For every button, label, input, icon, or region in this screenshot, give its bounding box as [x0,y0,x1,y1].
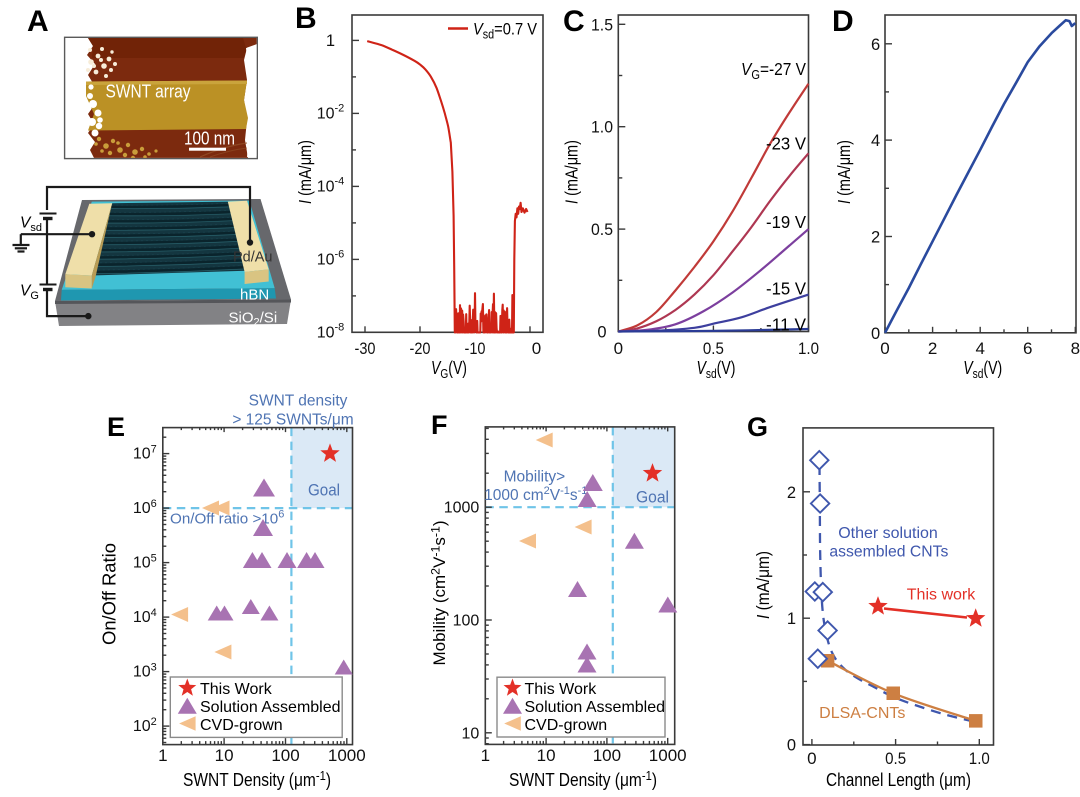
svg-text:CVD-grown: CVD-grown [200,717,283,734]
svg-text:CVD-grown: CVD-grown [525,717,608,734]
svg-text:This work: This work [907,587,976,604]
svg-text:8: 8 [1071,339,1080,358]
svg-text:0.5: 0.5 [885,749,906,768]
svg-text:10: 10 [462,725,480,742]
svg-text:1: 1 [158,746,167,765]
svg-text:1.0: 1.0 [969,749,990,768]
svg-text:B: B [295,2,317,35]
svg-text:0: 0 [871,325,880,343]
svg-text:0: 0 [597,324,606,342]
svg-text:0.5: 0.5 [591,221,613,239]
svg-text:-11 V: -11 V [766,315,806,335]
svg-text:SWNT array: SWNT array [106,82,191,102]
svg-text:DLSA-CNTs: DLSA-CNTs [819,705,905,722]
svg-text:1.0: 1.0 [591,119,613,137]
svg-text:0: 0 [614,339,623,358]
svg-text:1000: 1000 [444,500,480,517]
svg-text:0: 0 [880,339,889,358]
svg-text:100: 100 [271,746,299,765]
svg-text:1000 cm2V-1s-1: 1000 cm2V-1s-1 [484,485,587,504]
svg-text:100: 100 [593,746,621,765]
svg-text:10-2: 10-2 [317,102,345,122]
svg-text:assembled CNTs: assembled CNTs [829,544,948,561]
svg-text:10: 10 [215,746,234,765]
svg-text:-19 V: -19 V [766,212,806,232]
svg-text:This Work: This Work [525,681,598,698]
svg-text:6: 6 [871,36,880,54]
svg-text:1: 1 [326,32,335,50]
svg-text:1000: 1000 [328,746,366,765]
svg-text:SWNT Density (μm-1): SWNT Density (μm-1) [509,768,657,790]
svg-text:E: E [107,412,125,442]
svg-text:0: 0 [787,737,796,755]
svg-text:1.5: 1.5 [591,16,613,34]
svg-text:G: G [747,412,768,442]
svg-text:100 nm: 100 nm [184,129,235,149]
svg-text:Solution Assembled: Solution Assembled [200,699,341,716]
svg-text:SiO2/Si: SiO2/Si [229,310,278,329]
svg-text:0.5: 0.5 [703,339,724,358]
svg-text:hBN: hBN [240,287,269,304]
svg-text:SWNT density: SWNT density [249,393,348,410]
svg-text:6: 6 [1023,339,1032,358]
svg-text:I (mA/μm): I (mA/μm) [562,140,582,204]
svg-text:10-4: 10-4 [317,175,345,195]
svg-text:> 125 SWNTs/μm: > 125 SWNTs/μm [232,411,353,428]
svg-text:1: 1 [481,746,490,765]
svg-text:Goal: Goal [636,489,669,507]
svg-text:-15 V: -15 V [766,279,806,299]
svg-text:10: 10 [537,746,556,765]
svg-text:Mobility>: Mobility> [504,469,566,486]
svg-text:I (mA/μm): I (mA/μm) [295,140,315,204]
svg-text:2: 2 [871,229,880,247]
svg-text:D: D [832,5,854,38]
svg-text:1000: 1000 [649,746,687,765]
svg-text:Vsd(V): Vsd(V) [697,358,736,381]
svg-text:On/Off Ratio: On/Off Ratio [100,543,120,645]
svg-text:C: C [563,5,585,38]
svg-text:Other solution: Other solution [838,525,938,542]
svg-text:2: 2 [787,484,796,502]
svg-text:10-8: 10-8 [317,321,345,341]
svg-text:Channel Length (μm): Channel Length (μm) [826,770,971,790]
svg-text:100: 100 [453,613,480,630]
svg-text:1.0: 1.0 [798,339,819,358]
svg-text:I (mA/μm): I (mA/μm) [753,551,773,619]
svg-text:Mobility (cm2V-1s-1): Mobility (cm2V-1s-1) [429,521,450,666]
svg-text:4: 4 [871,132,880,150]
svg-text:0: 0 [532,339,541,358]
svg-text:-30: -30 [355,339,376,358]
svg-text:2: 2 [928,339,937,358]
svg-text:-23 V: -23 V [766,134,806,154]
svg-text:F: F [431,410,448,440]
svg-text:A: A [27,5,49,38]
svg-text:Vsd(V): Vsd(V) [963,358,1002,381]
svg-text:Pd/Au: Pd/Au [233,250,273,266]
svg-text:1: 1 [787,610,796,628]
svg-text:0: 0 [807,749,816,768]
svg-text:4: 4 [975,339,984,358]
svg-text:Vsd=0.7 V: Vsd=0.7 V [473,20,538,42]
svg-text:VG(V): VG(V) [431,358,467,381]
svg-text:Solution Assembled: Solution Assembled [525,699,666,716]
svg-text:On/Off ratio >106: On/Off ratio >106 [170,509,284,528]
svg-text:-20: -20 [410,339,431,358]
svg-text:VG=-27 V: VG=-27 V [741,59,806,82]
svg-text:SWNT Density (μm-1): SWNT Density (μm-1) [183,768,331,790]
svg-text:-10: -10 [465,339,486,358]
svg-text:I (mA/μm): I (mA/μm) [834,140,854,204]
svg-text:Goal: Goal [308,482,340,500]
svg-text:This Work: This Work [200,681,273,698]
svg-text:10-6: 10-6 [317,248,345,268]
